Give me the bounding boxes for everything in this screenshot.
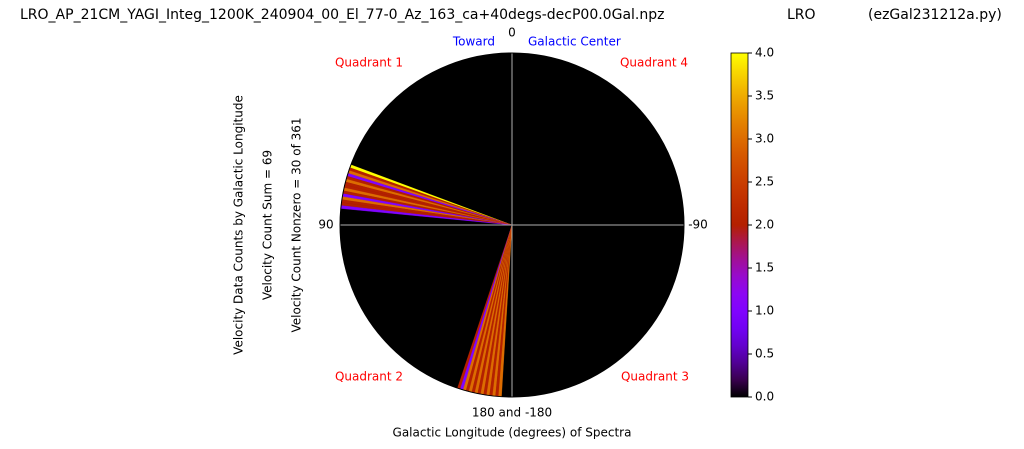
annotation: Quadrant 3 [621,370,689,384]
y-label: Velocity Data Counts by Galactic Longitu… [232,95,246,355]
polar-frame [339,52,685,398]
colorbar-tick-label: 0.5 [755,347,774,361]
chart-title: LRO_AP_21CM_YAGI_Integ_1200K_240904_00_E… [20,7,664,23]
colorbar-tick-label: 3.0 [755,132,774,146]
y-label: Velocity Count Sum = 69 [261,150,275,300]
colorbar [730,52,749,398]
station: LRO [787,7,816,23]
annotation: Galactic Center [528,35,621,49]
annotation: Quadrant 4 [620,56,688,70]
annotation: Quadrant 2 [335,370,403,384]
colorbar-tick-label: 2.5 [755,175,774,189]
angle-tick-label: 90 [318,218,333,232]
colorbar-tick-label: 1.0 [755,304,774,318]
colorbar-tick-label: 0.0 [755,390,774,404]
colorbar-tick-label: 3.5 [755,89,774,103]
program: (ezGal231212a.py) [868,7,1002,23]
annotation: Toward [452,35,495,49]
colorbar-tick-label: 1.5 [755,261,774,275]
annotation: Quadrant 1 [335,56,403,70]
angle-tick-label: 0 [508,26,516,40]
x-label: Galactic Longitude (degrees) of Spectra [393,426,632,440]
angle-tick-label: 180 and -180 [472,406,552,420]
colorbar-tick-label: 2.0 [755,218,774,232]
angle-tick-label: -90 [688,218,708,232]
y-label: Velocity Count Nonzero = 30 of 361 [290,117,304,332]
colorbar-tick-label: 4.0 [755,46,774,60]
